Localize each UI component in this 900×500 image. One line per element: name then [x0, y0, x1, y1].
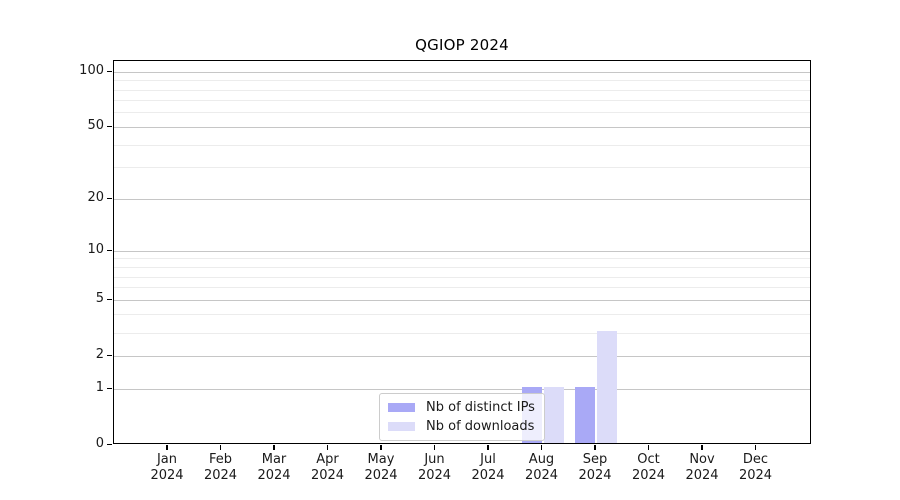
x-tick-year: 2024	[257, 468, 291, 483]
x-axis-tick-label: Apr 2024	[301, 452, 355, 484]
y-axis-tick-label: 20	[87, 190, 104, 206]
x-axis-tick-label: Aug 2024	[515, 452, 569, 484]
minor-gridline	[114, 267, 810, 268]
minor-gridline	[114, 167, 810, 169]
legend-item: Nb of distinct IPs	[388, 400, 535, 415]
x-tick-month: Jul	[480, 452, 496, 467]
y-axis-tick	[107, 70, 112, 73]
x-axis-tick-label: Dec 2024	[729, 452, 783, 484]
x-axis-tick	[219, 445, 222, 450]
legend-item-label: Nb of distinct IPs	[426, 400, 535, 415]
major-gridline	[114, 198, 810, 200]
minor-gridline	[114, 89, 810, 91]
y-axis-tick-label: 2	[95, 347, 104, 363]
y-axis-tick-label: 10	[87, 242, 104, 258]
y-axis-tick	[107, 125, 112, 128]
x-axis-tick	[166, 445, 168, 450]
minor-gridline	[114, 287, 810, 289]
x-tick-month: Dec	[742, 452, 769, 467]
y-axis-tick-label: 0	[95, 436, 104, 451]
x-tick-year: 2024	[417, 468, 452, 483]
x-tick-month: Jun	[424, 452, 445, 467]
minor-gridline	[114, 100, 810, 102]
x-axis-tick	[326, 445, 329, 450]
major-gridline	[114, 126, 810, 128]
major-gridline	[114, 299, 810, 301]
legend-item: Nb of downloads	[388, 419, 535, 434]
x-tick-year: 2024	[150, 468, 184, 483]
x-axis-tick-label: Sep 2024	[568, 452, 622, 484]
minor-gridline	[114, 258, 810, 260]
legend: Nb of distinct IPs Nb of downloads	[379, 393, 545, 441]
y-axis-tick-label: 1	[95, 380, 104, 395]
minor-gridline	[114, 332, 810, 334]
x-axis-tick-label: Jul 2024	[461, 452, 515, 484]
x-tick-month: Jan	[156, 452, 178, 467]
x-axis-tick	[754, 445, 757, 450]
x-tick-month: Feb	[208, 452, 233, 467]
x-axis-tick-label: May 2024	[354, 452, 408, 484]
minor-gridline	[114, 276, 810, 278]
x-tick-month: Apr	[316, 452, 339, 467]
plot-area: Nb of distinct IPs Nb of downloads	[113, 60, 811, 444]
y-axis-tick	[107, 354, 112, 357]
x-tick-year: 2024	[631, 468, 666, 483]
y-axis-tick	[107, 197, 112, 200]
minor-gridline	[114, 80, 810, 82]
major-gridline	[114, 355, 810, 357]
x-axis-tick-label: Oct 2024	[622, 452, 676, 484]
x-tick-month: Aug	[528, 452, 555, 467]
x-tick-month: Nov	[689, 452, 715, 467]
y-axis-tick	[107, 298, 112, 301]
y-axis-tick	[107, 387, 112, 389]
bar-sep-series1	[597, 331, 617, 443]
y-axis-tick	[107, 443, 112, 445]
chart-title: QGIOP 2024	[415, 36, 509, 54]
x-tick-month: Oct	[637, 452, 660, 467]
legend-item-label: Nb of downloads	[426, 419, 535, 434]
y-axis-tick-label: 5	[95, 291, 104, 307]
legend-swatch	[388, 403, 415, 412]
major-gridline	[114, 388, 810, 390]
x-axis-tick	[380, 445, 382, 450]
x-tick-year: 2024	[471, 468, 505, 483]
x-tick-year: 2024	[685, 468, 719, 483]
y-axis-tick-label: 100	[79, 63, 104, 79]
x-axis-tick	[273, 445, 275, 450]
x-tick-month: Mar	[261, 452, 287, 467]
x-tick-year: 2024	[203, 468, 238, 483]
x-axis-tick-label: Nov 2024	[675, 452, 729, 484]
x-axis-tick	[487, 445, 489, 450]
x-tick-year: 2024	[578, 468, 612, 483]
minor-gridline	[114, 144, 810, 146]
x-axis-tick-label: Jan 2024	[140, 452, 194, 484]
x-axis-tick-label: Mar 2024	[247, 452, 301, 484]
x-axis-tick-label: Jun 2024	[408, 452, 462, 484]
minor-gridline	[114, 314, 810, 316]
x-tick-month: May	[367, 452, 395, 467]
major-gridline	[114, 250, 810, 252]
x-tick-month: Sep	[582, 452, 608, 467]
y-axis-tick	[107, 249, 112, 252]
bar-sep-series0	[575, 387, 595, 443]
legend-swatch	[388, 422, 415, 431]
x-axis-tick	[594, 445, 596, 450]
x-tick-year: 2024	[310, 468, 345, 483]
minor-gridline	[114, 112, 810, 114]
x-axis-tick	[433, 445, 436, 450]
x-tick-year: 2024	[524, 468, 559, 483]
x-tick-year: 2024	[364, 468, 398, 483]
major-gridline	[114, 71, 810, 73]
x-axis-tick	[540, 445, 543, 450]
bar-aug-series1	[543, 387, 564, 443]
x-axis-tick-label: Feb 2024	[194, 452, 248, 484]
x-axis-tick	[701, 445, 703, 450]
y-axis-tick-label: 50	[87, 118, 104, 134]
x-tick-year: 2024	[738, 468, 773, 483]
x-axis-tick	[647, 445, 650, 450]
